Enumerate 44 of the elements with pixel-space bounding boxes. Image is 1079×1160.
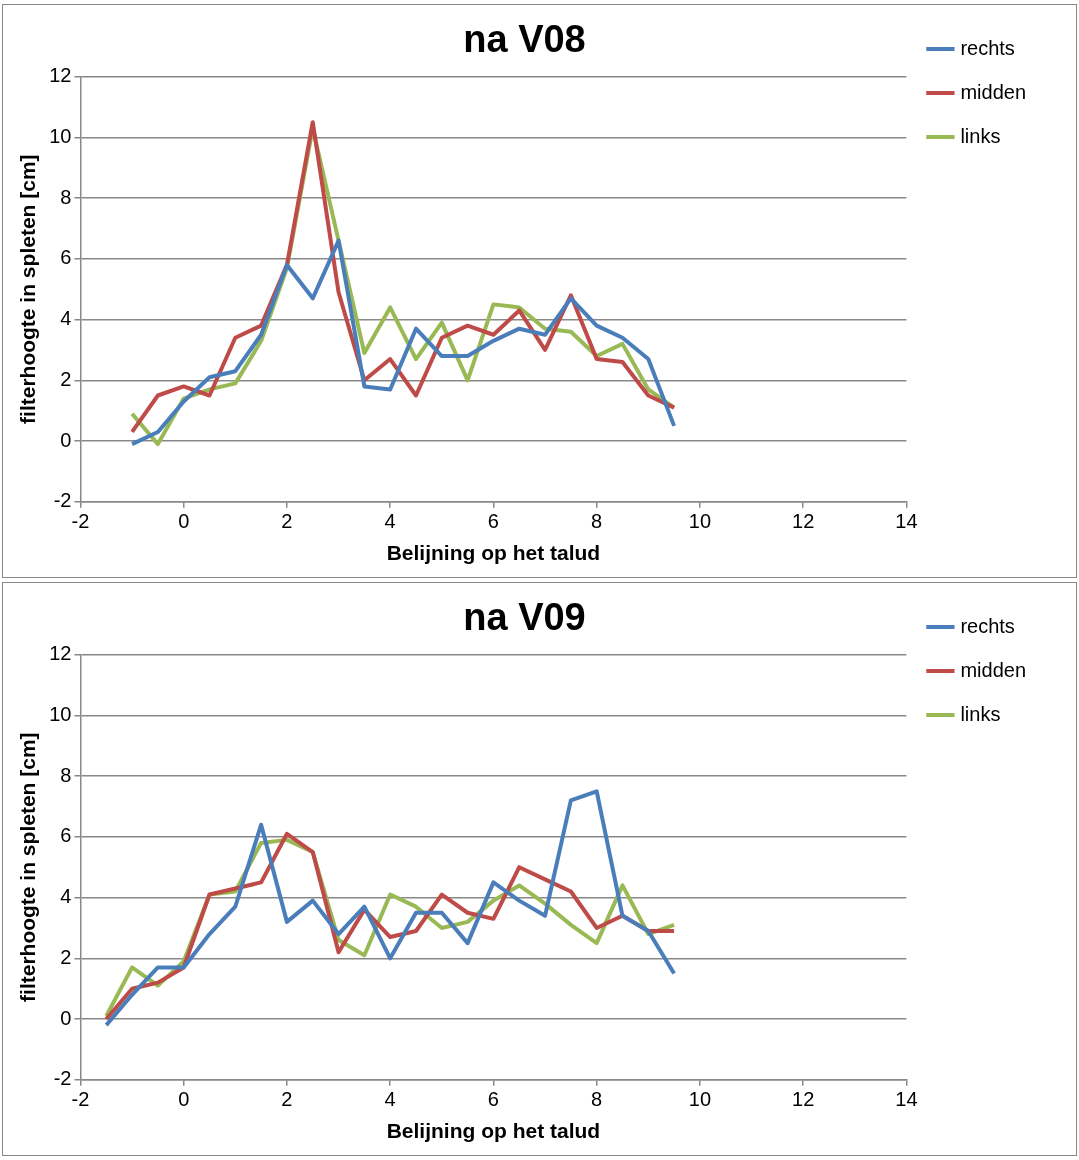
y-tick-label: -2: [53, 1067, 72, 1090]
y-tick-label: 8: [60, 763, 72, 786]
x-tick-label: 8: [591, 510, 603, 533]
y-tick-label: 0: [60, 1006, 72, 1029]
y-tick-label: 2: [60, 367, 72, 390]
x-tick-label: 2: [281, 510, 293, 533]
x-tick-label: 4: [384, 1088, 396, 1111]
legend-label: rechts: [960, 36, 1015, 59]
x-tick-label: 0: [178, 510, 190, 533]
legend-label: links: [960, 124, 1001, 147]
x-tick-label: 0: [178, 1088, 190, 1111]
y-tick-label: -2: [53, 489, 72, 512]
y-tick-label: 0: [60, 428, 72, 451]
legend-label: rechts: [960, 614, 1015, 637]
y-tick-label: 2: [60, 945, 72, 968]
chart-title: na V09: [463, 596, 586, 639]
y-tick-label: 4: [60, 307, 72, 330]
x-tick-label: 10: [688, 510, 712, 533]
x-tick-label: 6: [487, 1088, 499, 1111]
y-tick-label: 12: [49, 64, 72, 87]
x-tick-label: 8: [591, 1088, 603, 1111]
x-tick-label: 12: [792, 1088, 815, 1111]
y-axis-title: filterhoogte in spleten [cm]: [16, 732, 40, 1002]
chart-title: na V08: [463, 18, 586, 61]
y-tick-label: 10: [49, 702, 72, 725]
y-axis-title: filterhoogte in spleten [cm]: [16, 154, 40, 424]
y-tick-label: 10: [49, 124, 72, 147]
x-tick-label: 10: [688, 1088, 712, 1111]
y-tick-label: 8: [60, 185, 72, 208]
x-axis-title: Belijning op het talud: [386, 541, 601, 565]
x-tick-label: 14: [895, 1088, 918, 1111]
y-tick-label: 6: [60, 246, 72, 269]
legend-label: links: [960, 702, 1001, 725]
legend-label: midden: [960, 80, 1027, 103]
x-tick-label: 14: [895, 510, 918, 533]
x-tick-label: 4: [384, 510, 396, 533]
x-axis-title: Belijning op het talud: [386, 1119, 601, 1143]
x-tick-label: 6: [487, 510, 499, 533]
legend-label: midden: [960, 658, 1027, 681]
x-tick-label: 12: [792, 510, 815, 533]
y-tick-label: 12: [49, 642, 72, 665]
x-tick-label: 2: [281, 1088, 293, 1111]
y-tick-label: 4: [60, 885, 72, 908]
y-tick-label: 6: [60, 824, 72, 847]
